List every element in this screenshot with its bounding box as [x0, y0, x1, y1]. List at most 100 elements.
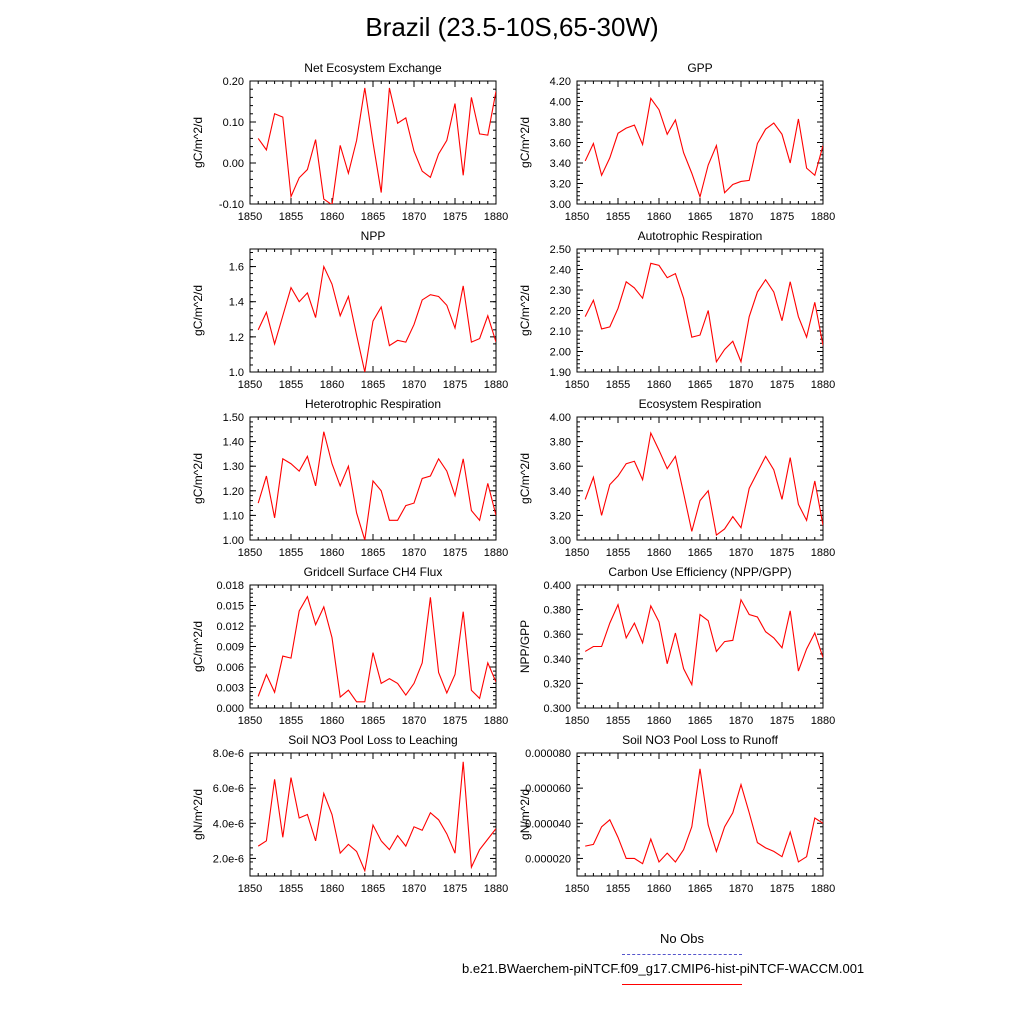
- panel-title: Carbon Use Efficiency (NPP/GPP): [608, 565, 791, 579]
- y-tick-label: 1.40: [223, 437, 244, 449]
- y-axis-label: gN/m^2/d: [518, 789, 532, 840]
- x-tick-label: 1850: [238, 379, 262, 391]
- y-tick-label: 2.20: [550, 306, 571, 318]
- x-tick-label: 1855: [279, 211, 303, 223]
- x-tick-label: 1870: [729, 883, 753, 895]
- x-tick-label: 1850: [238, 547, 262, 559]
- x-tick-label: 1880: [484, 715, 508, 727]
- x-tick-label: 1865: [361, 883, 385, 895]
- y-tick-label: 0.10: [223, 117, 244, 129]
- series-line: [257, 87, 496, 204]
- y-tick-label: 0.300: [543, 703, 571, 715]
- y-tick-label: 0.000060: [525, 783, 571, 795]
- x-tick-label: 1850: [565, 883, 589, 895]
- x-tick-label: 1860: [320, 883, 344, 895]
- panel-ecosystem-respiration: 1850 1855 1860 1865 1870 1875 1880 3.00 3.20 3.40…: [518, 397, 835, 559]
- legend-case-label: b.e21.BWaerchem-piNTCF.f09_g17.CMIP6-his…: [462, 961, 865, 976]
- x-tick-label: 1860: [320, 715, 344, 727]
- y-tick-label: 0.000080: [525, 748, 571, 760]
- panel-title: Net Ecosystem Exchange: [304, 61, 442, 75]
- panel-soil-no3-pool-loss-to-runoff: 1850 1855 1860 1865 1870 1875 1880 0.000020 0.00…: [518, 733, 835, 895]
- panel-title: NPP: [361, 229, 386, 243]
- y-tick-label: 2.30: [550, 285, 571, 297]
- x-tick-label: 1880: [811, 379, 835, 391]
- x-tick-label: 1875: [443, 715, 467, 727]
- x-tick-label: 1880: [811, 547, 835, 559]
- x-tick-label: 1870: [729, 715, 753, 727]
- x-tick-label: 1865: [688, 211, 712, 223]
- y-tick-label: 6.0e-6: [213, 783, 244, 795]
- x-tick-label: 1860: [320, 211, 344, 223]
- y-tick-label: 3.20: [550, 179, 571, 191]
- panel-title: Heterotrophic Respiration: [305, 397, 441, 411]
- x-tick-label: 1855: [279, 883, 303, 895]
- y-tick-label: 0.000040: [525, 818, 571, 830]
- y-tick-label: 0.340: [543, 654, 571, 666]
- y-tick-label: 3.40: [550, 158, 571, 170]
- series-line: [584, 262, 823, 364]
- y-tick-label: 1.90: [550, 367, 571, 379]
- y-tick-label: 0.003: [216, 683, 244, 695]
- y-tick-label: 0.009: [216, 642, 244, 654]
- x-tick-label: 1855: [606, 715, 630, 727]
- x-tick-label: 1865: [361, 211, 385, 223]
- panel-title: Ecosystem Respiration: [639, 397, 762, 411]
- x-tick-label: 1870: [402, 715, 426, 727]
- x-tick-label: 1880: [811, 211, 835, 223]
- x-tick-label: 1865: [688, 379, 712, 391]
- series-line: [257, 595, 496, 703]
- x-tick-label: 1860: [320, 547, 344, 559]
- x-tick-label: 1850: [238, 883, 262, 895]
- x-tick-label: 1875: [443, 379, 467, 391]
- x-tick-label: 1865: [361, 547, 385, 559]
- x-tick-label: 1850: [565, 379, 589, 391]
- y-tick-label: 2.00: [550, 347, 571, 359]
- series-line: [257, 264, 496, 372]
- panel-title: Gridcell Surface CH4 Flux: [304, 565, 443, 579]
- panel-title: Soil NO3 Pool Loss to Runoff: [622, 733, 779, 747]
- y-axis-label: gC/m^2/d: [518, 453, 532, 504]
- y-tick-label: 1.6: [229, 262, 244, 274]
- y-axis-label: gC/m^2/d: [191, 285, 205, 336]
- x-tick-label: 1855: [606, 211, 630, 223]
- y-tick-label: 4.00: [550, 97, 571, 109]
- y-tick-label: 2.40: [550, 265, 571, 277]
- x-tick-label: 1870: [402, 211, 426, 223]
- x-tick-label: 1880: [484, 211, 508, 223]
- y-tick-label: 0.00: [223, 158, 244, 170]
- panel-title: GPP: [687, 61, 712, 75]
- x-tick-label: 1880: [811, 883, 835, 895]
- panel-heterotrophic-respiration: 1850 1855 1860 1865 1870 1875 1880 1.00 1.10 1.20…: [191, 397, 508, 559]
- y-axis-label: gN/m^2/d: [191, 789, 205, 840]
- y-tick-label: 0.000020: [525, 853, 571, 865]
- y-tick-label: 0.20: [223, 76, 244, 88]
- x-tick-label: 1880: [811, 715, 835, 727]
- series-line: [584, 598, 823, 687]
- x-tick-label: 1875: [770, 547, 794, 559]
- y-tick-label: 1.0: [229, 367, 244, 379]
- x-tick-label: 1865: [688, 715, 712, 727]
- y-tick-label: -0.10: [219, 199, 244, 211]
- x-tick-label: 1865: [688, 547, 712, 559]
- x-tick-label: 1875: [770, 379, 794, 391]
- y-tick-label: 0.400: [543, 580, 571, 592]
- y-tick-label: 1.30: [223, 461, 244, 473]
- y-axis-label: gC/m^2/d: [518, 285, 532, 336]
- x-tick-label: 1855: [606, 547, 630, 559]
- plot-frame: [576, 584, 824, 709]
- plot-frame: [249, 248, 497, 373]
- y-tick-label: 1.20: [223, 486, 244, 498]
- x-tick-label: 1870: [729, 211, 753, 223]
- x-tick-label: 1865: [361, 379, 385, 391]
- y-tick-label: 3.80: [550, 437, 571, 449]
- x-tick-label: 1880: [484, 883, 508, 895]
- legend-obs-line: [622, 954, 742, 955]
- y-tick-label: 1.00: [223, 535, 244, 547]
- y-tick-label: 0.360: [543, 629, 571, 641]
- y-tick-label: 1.4: [229, 297, 244, 309]
- x-tick-label: 1875: [443, 547, 467, 559]
- x-tick-label: 1850: [565, 547, 589, 559]
- series-line: [584, 97, 823, 199]
- x-tick-label: 1855: [606, 379, 630, 391]
- x-tick-label: 1875: [770, 715, 794, 727]
